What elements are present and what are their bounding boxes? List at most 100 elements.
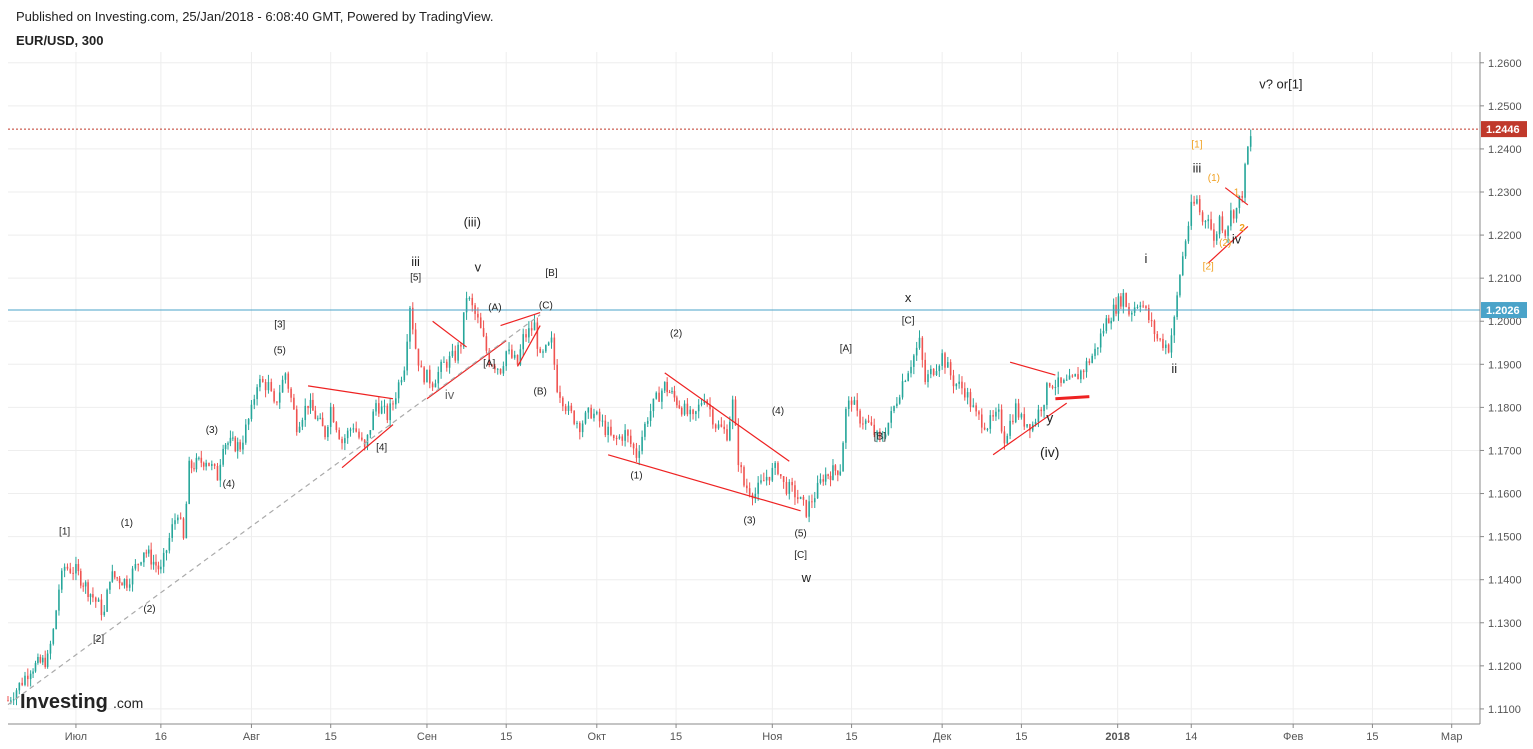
candle-body — [219, 464, 222, 481]
candle-body — [412, 307, 414, 330]
candle-body — [39, 656, 42, 663]
symbol-label: EUR/USD, 300 — [16, 33, 104, 48]
candle-body — [1156, 334, 1159, 339]
candle-body — [97, 599, 100, 602]
candle-body — [1029, 424, 1031, 431]
wave-label: iii — [1193, 161, 1202, 176]
candle-body — [610, 426, 612, 435]
candle-body — [1051, 386, 1054, 388]
wave-label: (2) — [143, 604, 155, 615]
candle-body — [329, 406, 332, 427]
candle-body — [1221, 216, 1224, 231]
candle-body — [829, 475, 832, 480]
candle-body — [1060, 377, 1062, 383]
candle-body — [428, 369, 431, 384]
candle-body — [816, 482, 819, 499]
candle-body — [58, 589, 60, 611]
candle-body — [837, 470, 839, 475]
candle-body — [746, 485, 748, 489]
candle-body — [663, 381, 666, 391]
candle-body — [198, 457, 200, 459]
y-tick-label: 1.1900 — [1488, 359, 1522, 371]
candle-body — [137, 564, 140, 566]
candle-body — [579, 422, 581, 433]
candle-body — [873, 424, 876, 435]
x-tick-label: Фев — [1283, 731, 1303, 743]
candle-body — [160, 566, 162, 570]
candle-body — [457, 344, 459, 361]
candle-body — [511, 349, 513, 358]
time-axis[interactable]: Июл 16 Авг 15 Сен 15 Окт 15 Ноя 15 Дек 15 2018 14 Фев 1… — [8, 723, 1480, 743]
candle-body — [581, 423, 584, 433]
y-tick-label: 1.1700 — [1488, 445, 1522, 457]
candle-body — [431, 383, 434, 388]
candle-body — [712, 409, 714, 425]
price-axis[interactable]: 1.2600 1.2500 1.2400 1.2300 1.2200 1.2100 1.20… — [1479, 52, 1527, 724]
candle-body — [140, 562, 142, 565]
x-tick-label: 14 — [1185, 731, 1197, 743]
candle-body — [143, 552, 145, 563]
candle-body — [961, 381, 963, 389]
candle-body — [155, 561, 157, 566]
wave-label: (A) — [488, 302, 501, 313]
candle-body — [811, 501, 813, 503]
candle-body — [901, 381, 904, 398]
candle-body — [1244, 164, 1246, 198]
x-tick-label: Июл — [65, 731, 87, 743]
candle-body — [777, 462, 779, 475]
candle-body — [264, 382, 267, 391]
candle-body — [824, 474, 827, 482]
candle-body — [794, 485, 796, 498]
wave-label: y — [1046, 409, 1053, 425]
candle-body — [380, 406, 383, 414]
candle-body — [499, 368, 502, 374]
candle-body — [460, 344, 462, 347]
y-tick-label: 1.1800 — [1488, 402, 1522, 414]
candle-body — [1088, 361, 1091, 363]
candle-body — [853, 400, 856, 405]
candle-body — [969, 392, 972, 407]
wave-label: [A] — [483, 358, 495, 369]
candle-body — [547, 342, 550, 346]
wave-label: [3] — [274, 320, 285, 331]
x-tick-label: 15 — [670, 731, 682, 743]
x-tick-label: Сен — [417, 731, 437, 743]
candle-body — [652, 398, 655, 412]
candle-body — [247, 419, 250, 425]
candle-body — [856, 400, 859, 411]
candle-body — [298, 426, 301, 433]
candle-body — [479, 317, 482, 329]
x-tick-label: Ноя — [762, 731, 782, 743]
candle-body — [128, 584, 131, 588]
candle-body — [1193, 201, 1195, 204]
candle-body — [528, 328, 530, 338]
logo-text: Investing — [20, 691, 108, 713]
candle-body — [1145, 306, 1147, 309]
candle-body — [284, 373, 287, 380]
candle-body — [1176, 295, 1178, 317]
x-tick-label: Дек — [933, 731, 952, 743]
candle-body — [213, 464, 216, 466]
candle-body — [152, 561, 155, 565]
candle-body — [1054, 387, 1057, 389]
candle-body — [177, 517, 179, 521]
candle-body — [859, 410, 861, 424]
candle-body — [1094, 348, 1096, 356]
candle-body — [646, 420, 649, 424]
x-tick-label: 15 — [1015, 731, 1027, 743]
level-price-badge: 1.2026 — [1486, 305, 1520, 317]
candle-body — [1167, 344, 1170, 353]
y-tick-label: 1.2300 — [1488, 187, 1522, 199]
candle-body — [216, 465, 219, 481]
candle-body — [1139, 305, 1142, 308]
candle-body — [162, 552, 165, 567]
candle-body — [986, 428, 989, 430]
candle-body — [314, 410, 317, 419]
candle-body — [1120, 296, 1122, 307]
candle-body — [570, 405, 573, 411]
candle-body — [513, 354, 516, 358]
candle-body — [116, 577, 118, 579]
candle-body — [307, 405, 309, 409]
candle-body — [92, 594, 94, 598]
